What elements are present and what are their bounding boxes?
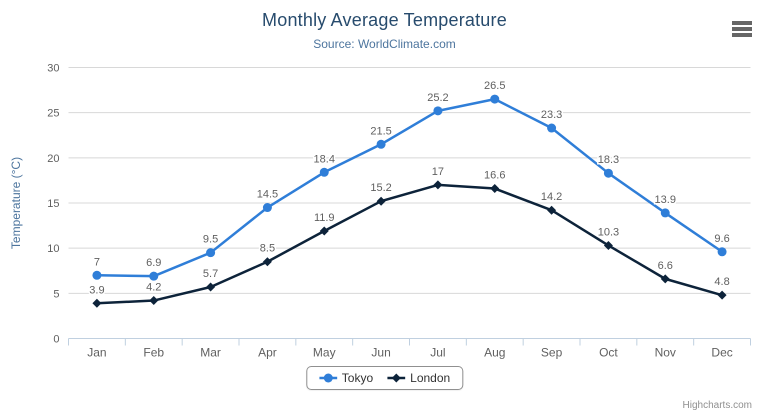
point-marker-london[interactable]	[376, 196, 386, 206]
hamburger-icon	[732, 33, 752, 37]
y-tick-label: 5	[53, 288, 59, 300]
point-marker-tokyo[interactable]	[603, 168, 613, 178]
credits-link[interactable]: Highcharts.com	[682, 400, 752, 411]
x-tick-label: Aug	[484, 346, 505, 360]
data-label: 4.2	[146, 282, 161, 294]
data-label: 17	[432, 166, 444, 178]
point-marker-tokyo[interactable]	[660, 208, 670, 218]
x-tick-label: Oct	[599, 346, 618, 360]
y-tick-label: 0	[53, 334, 59, 346]
x-tick-label: Dec	[711, 346, 732, 360]
legend: Tokyo London	[305, 366, 464, 390]
data-label: 11.9	[314, 212, 335, 224]
point-marker-tokyo[interactable]	[206, 248, 216, 258]
data-label: 10.3	[598, 226, 619, 238]
chart-subtitle: Source: WorldClimate.com	[313, 37, 456, 51]
x-tick-label: Jan	[87, 346, 106, 360]
data-label: 8.5	[260, 243, 275, 255]
chart-title: Monthly Average Temperature	[262, 10, 507, 30]
circle-marker-icon	[318, 373, 337, 383]
data-label: 6.9	[146, 257, 161, 269]
point-marker-tokyo[interactable]	[376, 139, 386, 149]
point-marker-london[interactable]	[149, 296, 159, 306]
point-marker-london[interactable]	[717, 290, 727, 300]
legend-item-london[interactable]: London	[387, 371, 450, 385]
x-tick-label: Mar	[200, 346, 221, 360]
data-label: 9.5	[203, 234, 218, 246]
data-label: 23.3	[541, 109, 562, 121]
point-marker-london[interactable]	[433, 180, 443, 190]
point-marker-tokyo[interactable]	[262, 203, 272, 213]
data-label: 9.6	[714, 233, 729, 245]
legend-label: London	[410, 371, 451, 385]
data-label: 21.5	[370, 125, 391, 137]
data-label: 18.3	[598, 154, 619, 166]
data-label: 16.6	[484, 170, 505, 182]
y-axis-title: Temperature (°C)	[9, 157, 23, 249]
point-marker-london[interactable]	[490, 184, 500, 194]
point-marker-tokyo[interactable]	[433, 106, 443, 116]
data-label: 5.7	[203, 268, 218, 280]
legend-label: Tokyo	[341, 371, 374, 385]
y-tick-label: 30	[47, 63, 59, 75]
y-tick-label: 15	[47, 198, 59, 210]
export-menu-button[interactable]	[728, 17, 756, 41]
y-tick-label: 25	[47, 108, 59, 120]
data-label: 6.6	[658, 260, 673, 272]
x-tick-label: Sep	[541, 346, 563, 360]
series-line-london	[95, 183, 724, 305]
x-tick-label: Jun	[371, 346, 390, 360]
data-label: 13.9	[655, 194, 676, 206]
x-tick-label: Nov	[655, 346, 676, 360]
point-marker-london[interactable]	[547, 205, 557, 215]
data-label: 25.2	[427, 92, 448, 104]
point-marker-london[interactable]	[319, 226, 329, 236]
data-label: 26.5	[484, 80, 505, 92]
data-label: 3.9	[89, 284, 104, 296]
hamburger-icon	[732, 21, 752, 25]
point-marker-tokyo[interactable]	[717, 247, 727, 257]
point-marker-london[interactable]	[603, 240, 613, 250]
point-marker-tokyo[interactable]	[319, 167, 329, 177]
data-label: 18.4	[314, 153, 335, 165]
point-marker-london[interactable]	[660, 274, 670, 284]
y-tick-label: 10	[47, 243, 59, 255]
data-label: 14.2	[541, 191, 562, 203]
point-marker-tokyo[interactable]	[149, 271, 159, 281]
point-marker-london[interactable]	[206, 282, 216, 292]
legend-item-tokyo[interactable]: Tokyo	[318, 371, 374, 385]
data-label: 7	[94, 256, 100, 268]
hamburger-icon	[732, 27, 752, 31]
point-marker-tokyo[interactable]	[547, 123, 557, 133]
x-tick-label: May	[313, 346, 336, 360]
point-marker-tokyo[interactable]	[490, 94, 500, 104]
point-marker-tokyo[interactable]	[92, 270, 102, 280]
x-tick-label: Apr	[258, 346, 277, 360]
x-tick-label: Jul	[430, 346, 445, 360]
y-tick-label: 20	[47, 153, 59, 165]
data-label: 14.5	[257, 189, 278, 201]
series-line-tokyo	[95, 97, 724, 278]
point-marker-london[interactable]	[262, 257, 272, 267]
x-tick-label: Feb	[143, 346, 164, 360]
diamond-marker-icon	[387, 373, 406, 383]
point-marker-london[interactable]	[92, 298, 102, 308]
data-label: 15.2	[370, 182, 391, 194]
data-label: 4.8	[714, 276, 729, 288]
